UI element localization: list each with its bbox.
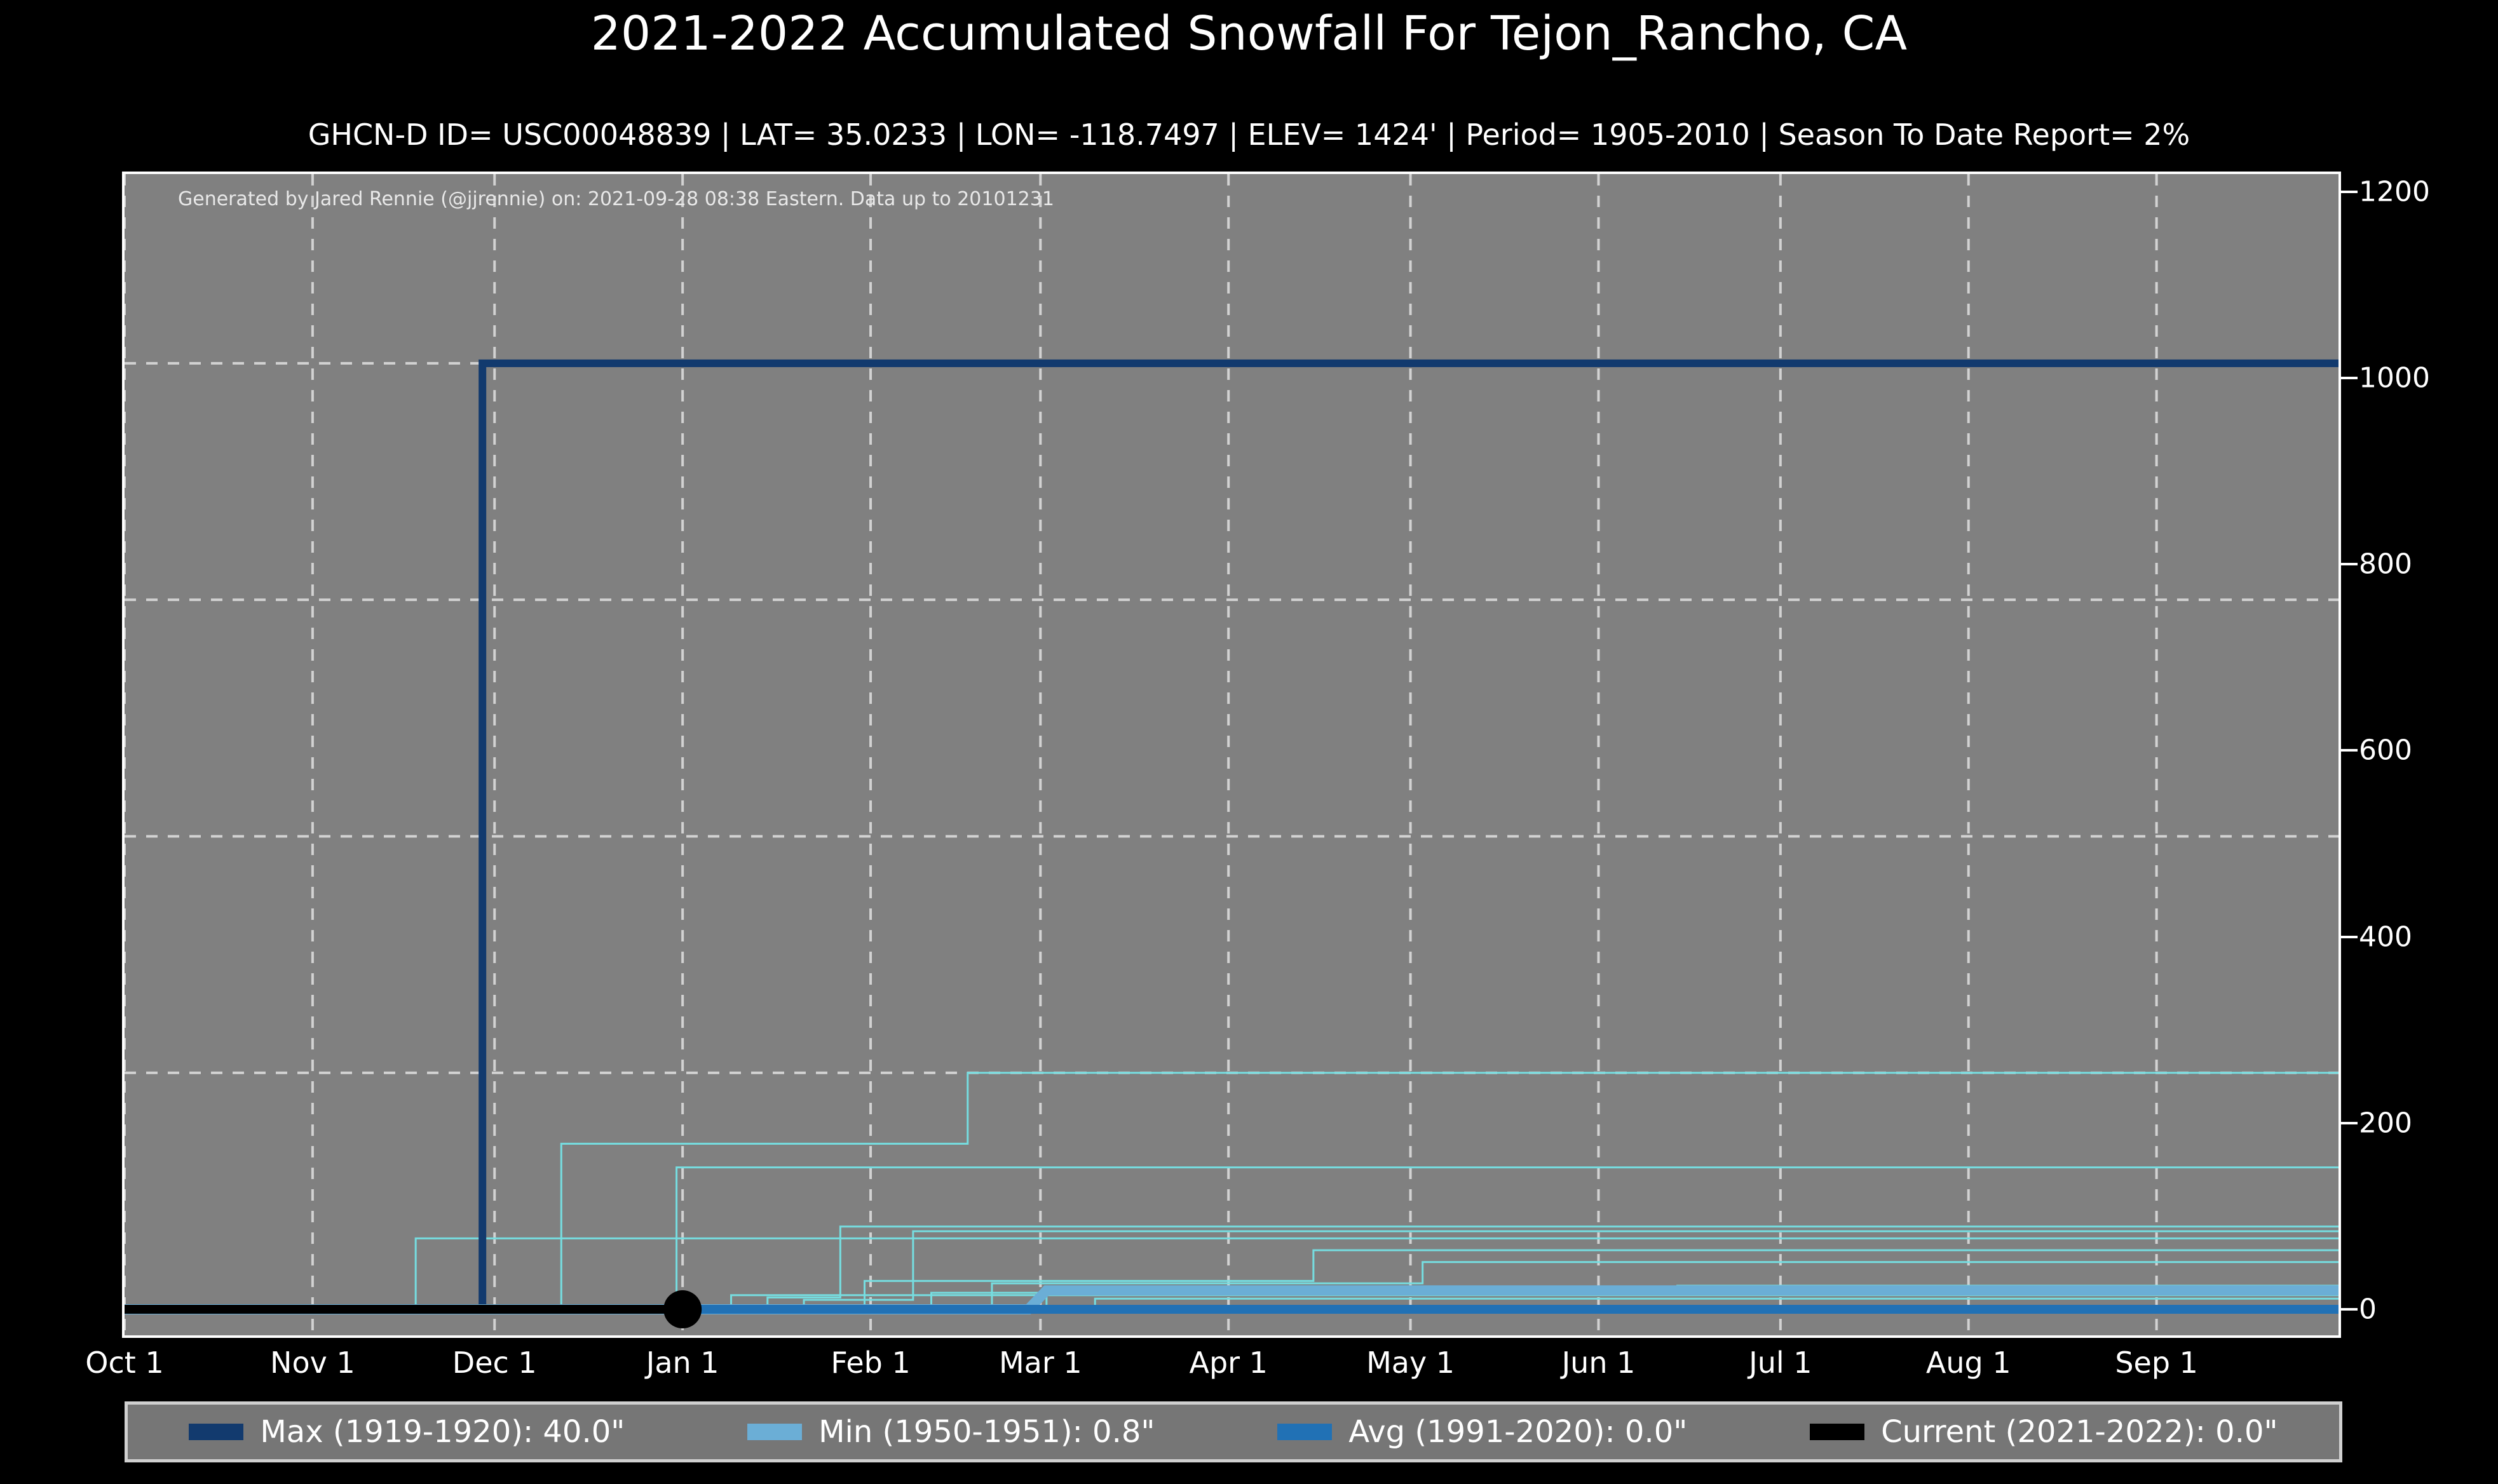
legend-item-avg[interactable]: Avg (1991-2020): 0.0"	[1277, 1414, 1687, 1450]
y-tick-right: 200	[2359, 1107, 2412, 1140]
x-tick-aug-1: Aug 1	[1925, 1346, 2011, 1380]
y-tick-mark-right	[2341, 190, 2358, 193]
y-tick-mark-right	[2341, 1307, 2358, 1311]
legend-swatch-max	[189, 1424, 244, 1440]
x-tick-jun-1: Jun 1	[1561, 1346, 1636, 1380]
individual-season-line	[125, 1249, 2338, 1311]
page-title: 2021-2022 Accumulated Snowfall For Tejon…	[590, 6, 1908, 61]
y-tick-right: 1000	[2359, 361, 2430, 395]
y-tick-right: 600	[2359, 734, 2412, 767]
y-tick-right: 1200	[2359, 175, 2430, 208]
legend-item-min[interactable]: Min (1950-1951): 0.8"	[747, 1414, 1155, 1450]
y-tick-mark-right	[2341, 377, 2358, 380]
x-tick-oct-1: Oct 1	[85, 1346, 164, 1380]
x-tick-may-1: May 1	[1366, 1346, 1455, 1380]
chart-subtitle: GHCN-D ID= USC00048839 | LAT= 35.0233 | …	[308, 118, 2190, 152]
individual-season-line	[125, 1072, 2338, 1311]
x-tick-feb-1: Feb 1	[831, 1346, 911, 1380]
y-tick-right: 400	[2359, 921, 2412, 954]
y-tick-right: 0	[2359, 1293, 2377, 1326]
x-tick-dec-1: Dec 1	[452, 1346, 537, 1380]
legend[interactable]: Max (1919-1920): 40.0" Min (1950-1951): 0…	[125, 1401, 2342, 1462]
legend-item-current[interactable]: Current (2021-2022): 0.0"	[1810, 1414, 2278, 1450]
legend-label-current: Current (2021-2022): 0.0"	[1881, 1414, 2278, 1450]
x-tick-jul-1: Jul 1	[1749, 1346, 1812, 1380]
plot-area: Generated by Jared Rennie (@jjrennie) on…	[122, 172, 2341, 1338]
x-tick-sep-1: Sep 1	[2115, 1346, 2198, 1380]
legend-label-avg: Avg (1991-2020): 0.0"	[1348, 1414, 1688, 1450]
credit-annotation: Generated by Jared Rennie (@jjrennie) on…	[178, 188, 1054, 210]
legend-label-max: Max (1919-1920): 40.0"	[260, 1414, 625, 1450]
legend-swatch-min	[747, 1424, 803, 1440]
y-tick-mark-right	[2341, 1121, 2358, 1124]
legend-label-min: Min (1950-1951): 0.8"	[818, 1414, 1155, 1450]
legend-swatch-avg	[1277, 1424, 1333, 1440]
legend-swatch-current	[1810, 1424, 1865, 1440]
y-tick-mark-right	[2341, 563, 2358, 566]
legend-item-max[interactable]: Max (1919-1920): 40.0"	[189, 1414, 625, 1450]
y-tick-mark-right	[2341, 935, 2358, 938]
y-tick-right: 800	[2359, 548, 2412, 581]
plot-inner: Generated by Jared Rennie (@jjrennie) on…	[125, 174, 2338, 1335]
x-tick-jan-1: Jan 1	[646, 1346, 719, 1380]
x-tick-nov-1: Nov 1	[270, 1346, 355, 1380]
current-season-marker	[663, 1290, 702, 1329]
series-lines	[125, 359, 2338, 1329]
x-tick-apr-1: Apr 1	[1189, 1346, 1268, 1380]
x-tick-mar-1: Mar 1	[998, 1346, 1082, 1380]
individual-season-line	[125, 1230, 2338, 1311]
y-tick-mark-right	[2341, 749, 2358, 752]
